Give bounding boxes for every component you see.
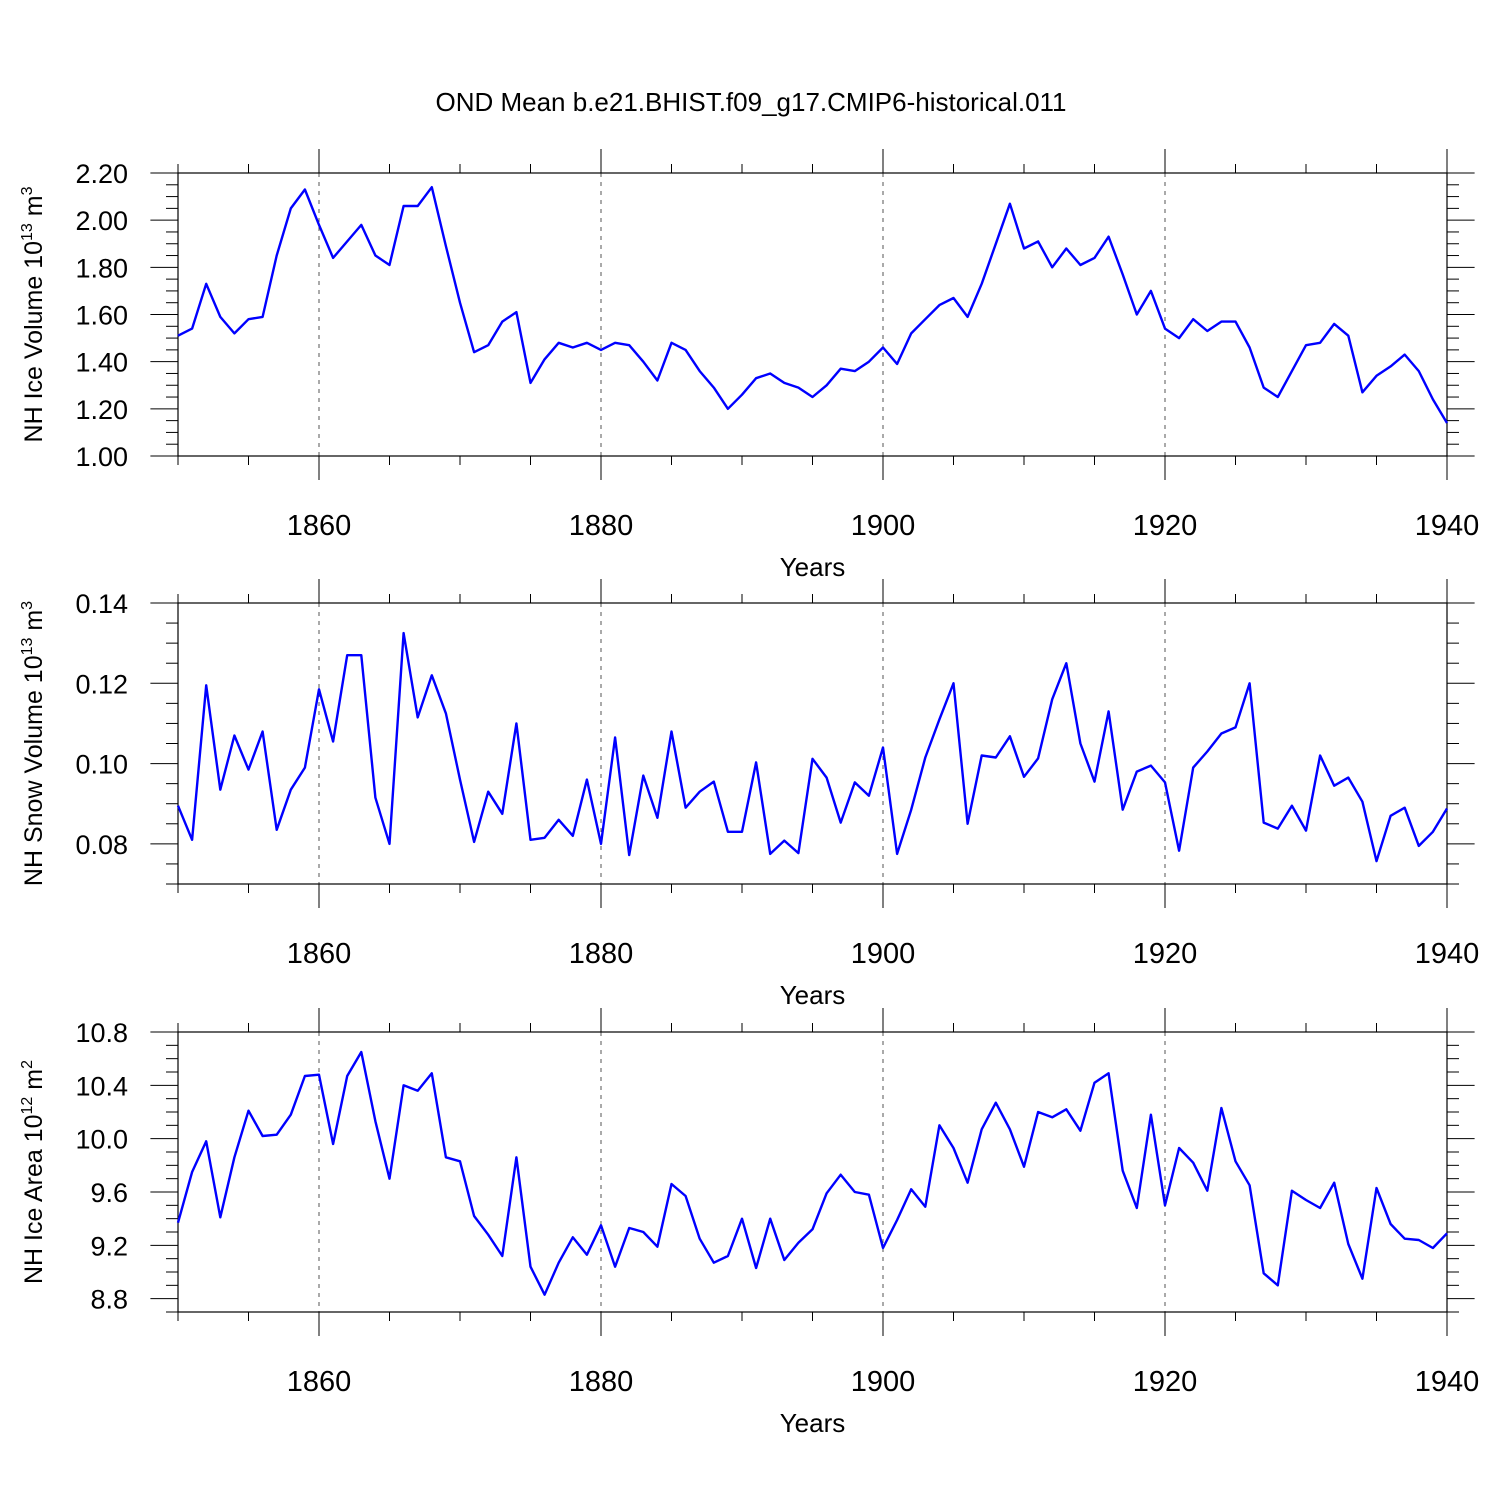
y-tick-label: 1.80 [75, 253, 128, 283]
y-tick-label: 2.00 [75, 206, 128, 236]
x-tick-label: 1880 [569, 510, 634, 542]
ice-volume-series-line [177, 185, 1449, 424]
x-axis-label: Years [780, 552, 846, 582]
y-tick-label: 0.08 [75, 830, 128, 860]
x-tick-label: 1900 [851, 1366, 916, 1398]
snow-volume-series-line [176, 631, 1449, 863]
plot-frame [177, 602, 1448, 885]
y-tick-label: 1.00 [75, 442, 128, 472]
plot-frame [177, 1031, 1448, 1313]
y-tick-label: 10.8 [75, 1018, 128, 1048]
y-tick-label: 10.4 [75, 1071, 128, 1101]
x-tick-label: 1860 [287, 938, 352, 970]
plot-frame [177, 172, 1448, 457]
x-tick-label: 1920 [1133, 510, 1198, 542]
y-axis-label: NH Snow Volume 1013 m3 [19, 601, 48, 886]
y-tick-label: 9.2 [90, 1231, 128, 1261]
x-tick-label: 1940 [1415, 510, 1480, 542]
panel-snow-volume: 0.08 0.10 0.12 0.14 1860 1880 1900 1920 1940 Ye… [19, 579, 1479, 1010]
x-axis-label: Years [780, 980, 846, 1010]
y-tick-label: 1.40 [75, 348, 128, 378]
y-axis-label: NH Ice Area 1012 m2 [19, 1060, 48, 1284]
x-tick-label: 1940 [1415, 1366, 1480, 1398]
y-tick-label: 8.8 [90, 1285, 128, 1315]
x-tick-label: 1900 [851, 938, 916, 970]
y-tick-label: 0.14 [75, 589, 128, 619]
x-tick-label: 1860 [287, 510, 352, 542]
y-axis-label: NH Ice Volume 1013 m3 [19, 186, 48, 442]
x-axis-label: Years [780, 1408, 846, 1438]
y-tick-label: 2.20 [75, 159, 128, 189]
panel-ice-area: 8.8 9.2 9.6 10.0 10.4 10.8 1860 1880 1900 1920 19… [19, 1008, 1479, 1438]
panel-ice-volume: 1.00 1.20 1.40 1.60 1.80 2.00 2.20 1860 1880 190… [19, 149, 1479, 582]
y-tick-label: 1.60 [75, 301, 128, 331]
x-tick-label: 1900 [851, 510, 916, 542]
y-tick-label: 0.10 [75, 750, 128, 780]
y-tick-label: 10.0 [75, 1125, 128, 1155]
y-tick-label: 9.6 [90, 1178, 128, 1208]
figure-title: OND Mean b.e21.BHIST.f09_g17.CMIP6-histo… [435, 87, 1066, 117]
x-tick-label: 1920 [1133, 1366, 1198, 1398]
y-tick-label: 1.20 [75, 395, 128, 425]
x-tick-label: 1860 [287, 1366, 352, 1398]
x-tick-label: 1940 [1415, 938, 1480, 970]
x-tick-label: 1880 [569, 1366, 634, 1398]
ice-area-series-line [176, 1050, 1448, 1296]
x-tick-label: 1880 [569, 938, 634, 970]
y-tick-label: 0.12 [75, 669, 128, 699]
x-tick-label: 1920 [1133, 938, 1198, 970]
